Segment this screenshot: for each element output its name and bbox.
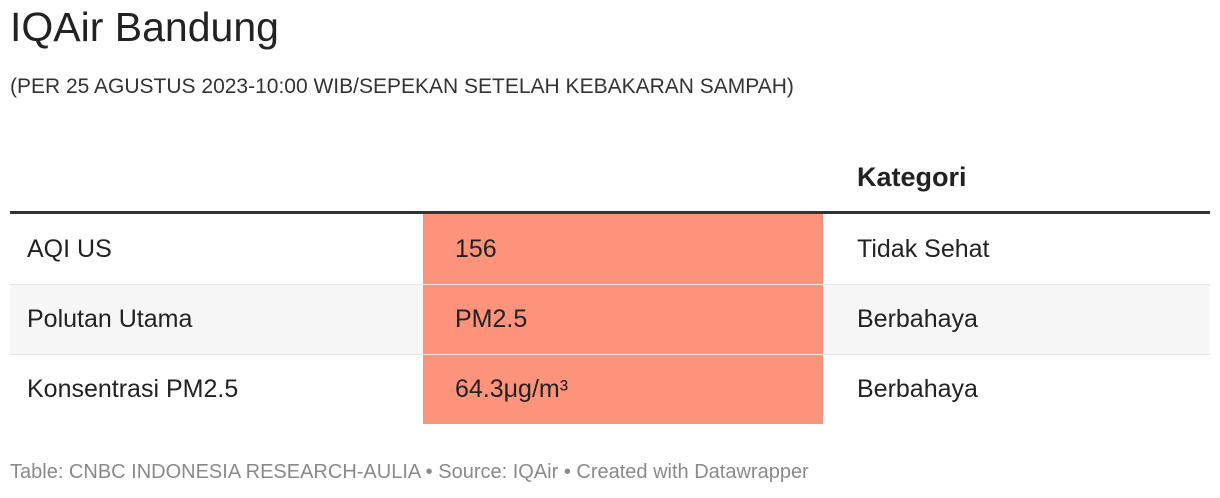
column-header: Kategori bbox=[857, 162, 967, 192]
header-rule bbox=[10, 211, 1210, 214]
table-cell: Konsentrasi PM2.5 bbox=[27, 375, 239, 403]
table-cell: Polutan Utama bbox=[27, 305, 193, 333]
footer: Table: CNBC INDONESIA RESEARCH-AULIA • S… bbox=[10, 461, 809, 483]
table-cell: 64.3μg/m³ bbox=[455, 375, 569, 403]
table-cell: PM2.5 bbox=[455, 305, 528, 333]
table-cell: Berbahaya bbox=[857, 375, 978, 403]
table-cell: AQI US bbox=[27, 235, 112, 263]
highlight-cell bbox=[423, 284, 823, 354]
table-cell: 156 bbox=[455, 235, 497, 263]
highlight-cell bbox=[423, 214, 823, 284]
table-cell: Berbahaya bbox=[857, 305, 978, 333]
title: IQAir Bandung bbox=[10, 4, 279, 50]
row-separator bbox=[10, 284, 1210, 285]
row-separator bbox=[10, 354, 1210, 355]
highlight-cell bbox=[423, 354, 823, 424]
subtitle: (PER 25 AGUSTUS 2023-10:00 WIB/SEPEKAN S… bbox=[10, 75, 794, 98]
table-cell: Tidak Sehat bbox=[857, 235, 990, 263]
